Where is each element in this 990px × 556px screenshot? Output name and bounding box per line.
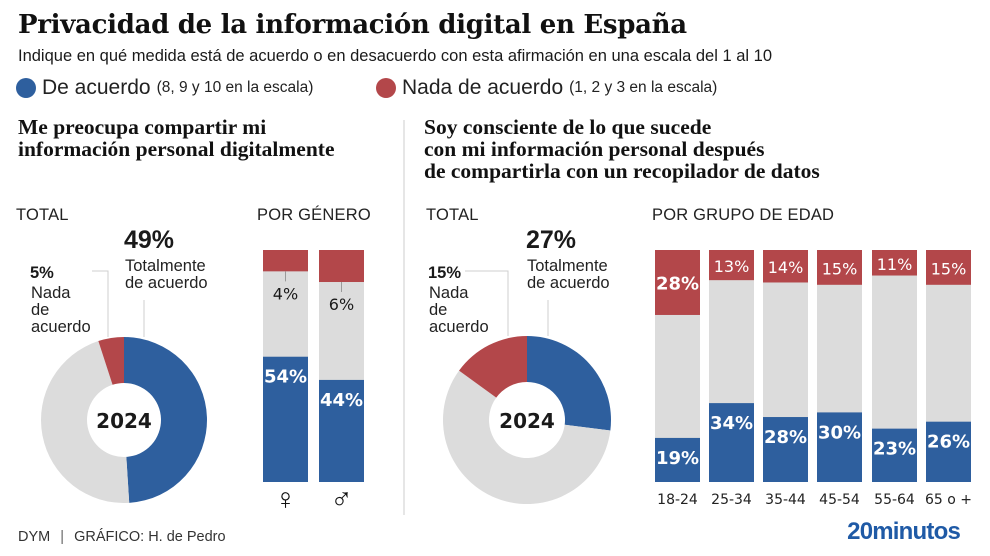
age-bar-agree [763,417,808,482]
section-1-gender-head: POR GÉNERO [257,206,371,224]
donut-1-disagree-label-line: de [31,301,50,319]
chart-subtitle: Indique en qué medida está de acuerdo o … [18,47,773,65]
brand-logo: 20minutos [847,518,961,545]
donut-1-leader-line [92,270,109,337]
age-bar-disagree [763,250,808,283]
legend-sub-agree: (8, 9 y 10 en la escala) [156,79,314,96]
age-category-label: 18-24 [657,492,698,508]
footer-credits: DYM | GRÁFICO: H. de Pedro [18,529,226,545]
gender-bar-disagree [319,250,364,283]
donut-1-disagree-pct: 5% [30,264,54,282]
donut-1-slice-rest [40,341,130,503]
age-label-agree: 34% [710,413,753,434]
gender-label-agree: 44% [320,390,363,411]
age-category-label: 45-54 [819,492,860,508]
donut-2-slice-agree [527,335,612,431]
age-bar-disagree [872,250,917,276]
footer-source: DYM [18,529,51,545]
age-bar-disagree [655,250,700,315]
section-1-title-line: información personal digitalmente [18,137,335,161]
age-bar-agree [872,428,917,482]
section-1-title: Me preocupa compartir mi información per… [18,116,335,160]
donut-2-slice-disagree [459,336,527,398]
age-label-disagree: 28% [656,273,699,294]
age-label-disagree: 15% [931,259,967,278]
section-1-total-head: TOTAL [16,206,69,224]
female-icon: ♀ [274,483,297,516]
age-category-label: 25-34 [711,492,752,508]
gender-label-disagree: 4% [273,284,298,303]
donut-1-disagree-label-line: acuerdo [31,318,91,336]
donut-2-disagree-label: Nada de acuerdo [429,285,489,336]
age-label-agree: 23% [873,439,916,460]
age-label-agree: 26% [927,432,970,453]
age-label-disagree: 15% [822,259,858,278]
legend-label-disagree: Nada de acuerdo [402,76,564,99]
legend-sub-disagree: (1, 2 y 3 en la escala) [569,79,718,96]
gender-label-disagree: 6% [329,295,354,314]
age-bar-disagree [926,250,971,285]
legend-label-agree: De acuerdo [42,76,151,99]
age-category-label: 35-44 [765,492,806,508]
footer-credit: GRÁFICO: H. de Pedro [74,529,226,545]
section-2-title-line: con mi información personal después [424,137,765,161]
age-bar-disagree [709,250,754,281]
gender-bar-disagree [263,250,308,272]
donut-1-disagree-label: Nada de acuerdo [31,285,91,336]
legend-swatch-disagree [376,78,396,98]
donut-2-agree-label: Totalmente de acuerdo [527,258,610,292]
donut-2-agree-label-line: de acuerdo [527,274,610,292]
age-category-label: 55-64 [874,492,915,508]
chart-title: Privacidad de la información digital en … [18,10,687,40]
donut-2-leader-line [465,270,509,336]
donut-1-center-label: 2024 [96,409,152,433]
age-label-agree: 30% [818,422,861,443]
section-2-title-line: de compartirla con un recopilador de dat… [424,159,820,183]
donut-2-agree-label-line: Totalmente [527,257,608,275]
donut-1-agree-label-line: de acuerdo [125,274,208,292]
age-label-agree: 28% [764,427,807,448]
section-2-total-head: TOTAL [426,206,479,224]
age-bar-agree [926,421,971,482]
gender-bar-agree [263,356,308,482]
donut-1-slice-agree [124,337,208,503]
donut-2-slice-rest [442,370,611,504]
age-label-disagree: 11% [877,255,913,274]
section-2-title: Soy consciente de lo que sucede con mi i… [424,116,820,182]
donut-1-slice-disagree [98,337,124,385]
donut-1-disagree-label-line: Nada [31,284,71,302]
age-label-disagree: 14% [768,258,804,277]
donut-1-agree-label-line: Totalmente [125,257,206,275]
male-icon: ♂ [330,483,353,516]
section-2-title-line: Soy consciente de lo que sucede [424,115,712,139]
legend-item-disagree: Nada de acuerdo (1, 2 y 3 en la escala) [376,76,717,100]
gender-label-agree: 54% [264,367,307,388]
age-category-label: 65 o + [925,492,972,508]
donut-2-center-label: 2024 [499,409,555,433]
section-divider [403,120,405,515]
legend-swatch-agree [16,78,36,98]
footer-separator: | [60,529,65,545]
age-bar-disagree [817,250,862,285]
donut-1-agree-label: Totalmente de acuerdo [125,258,208,292]
donut-2-disagree-label-line: acuerdo [429,318,489,336]
section-1-title-line: Me preocupa compartir mi [18,115,267,139]
donut-2-disagree-label-line: de [429,301,448,319]
donut-1-agree-pct: 49% [124,226,175,254]
age-label-disagree: 13% [714,257,750,276]
donut-2-agree-pct: 27% [526,226,577,254]
section-2-age-head: POR GRUPO DE EDAD [652,206,835,224]
age-bar-agree [655,437,700,482]
age-bar-agree [817,412,862,482]
gender-bar-agree [319,379,364,482]
donut-2-disagree-label-line: Nada [429,284,469,302]
age-label-agree: 19% [656,448,699,469]
legend-item-agree: De acuerdo (8, 9 y 10 en la escala) [16,76,313,100]
donut-2-disagree-pct: 15% [428,264,462,282]
age-bar-agree [709,403,754,482]
